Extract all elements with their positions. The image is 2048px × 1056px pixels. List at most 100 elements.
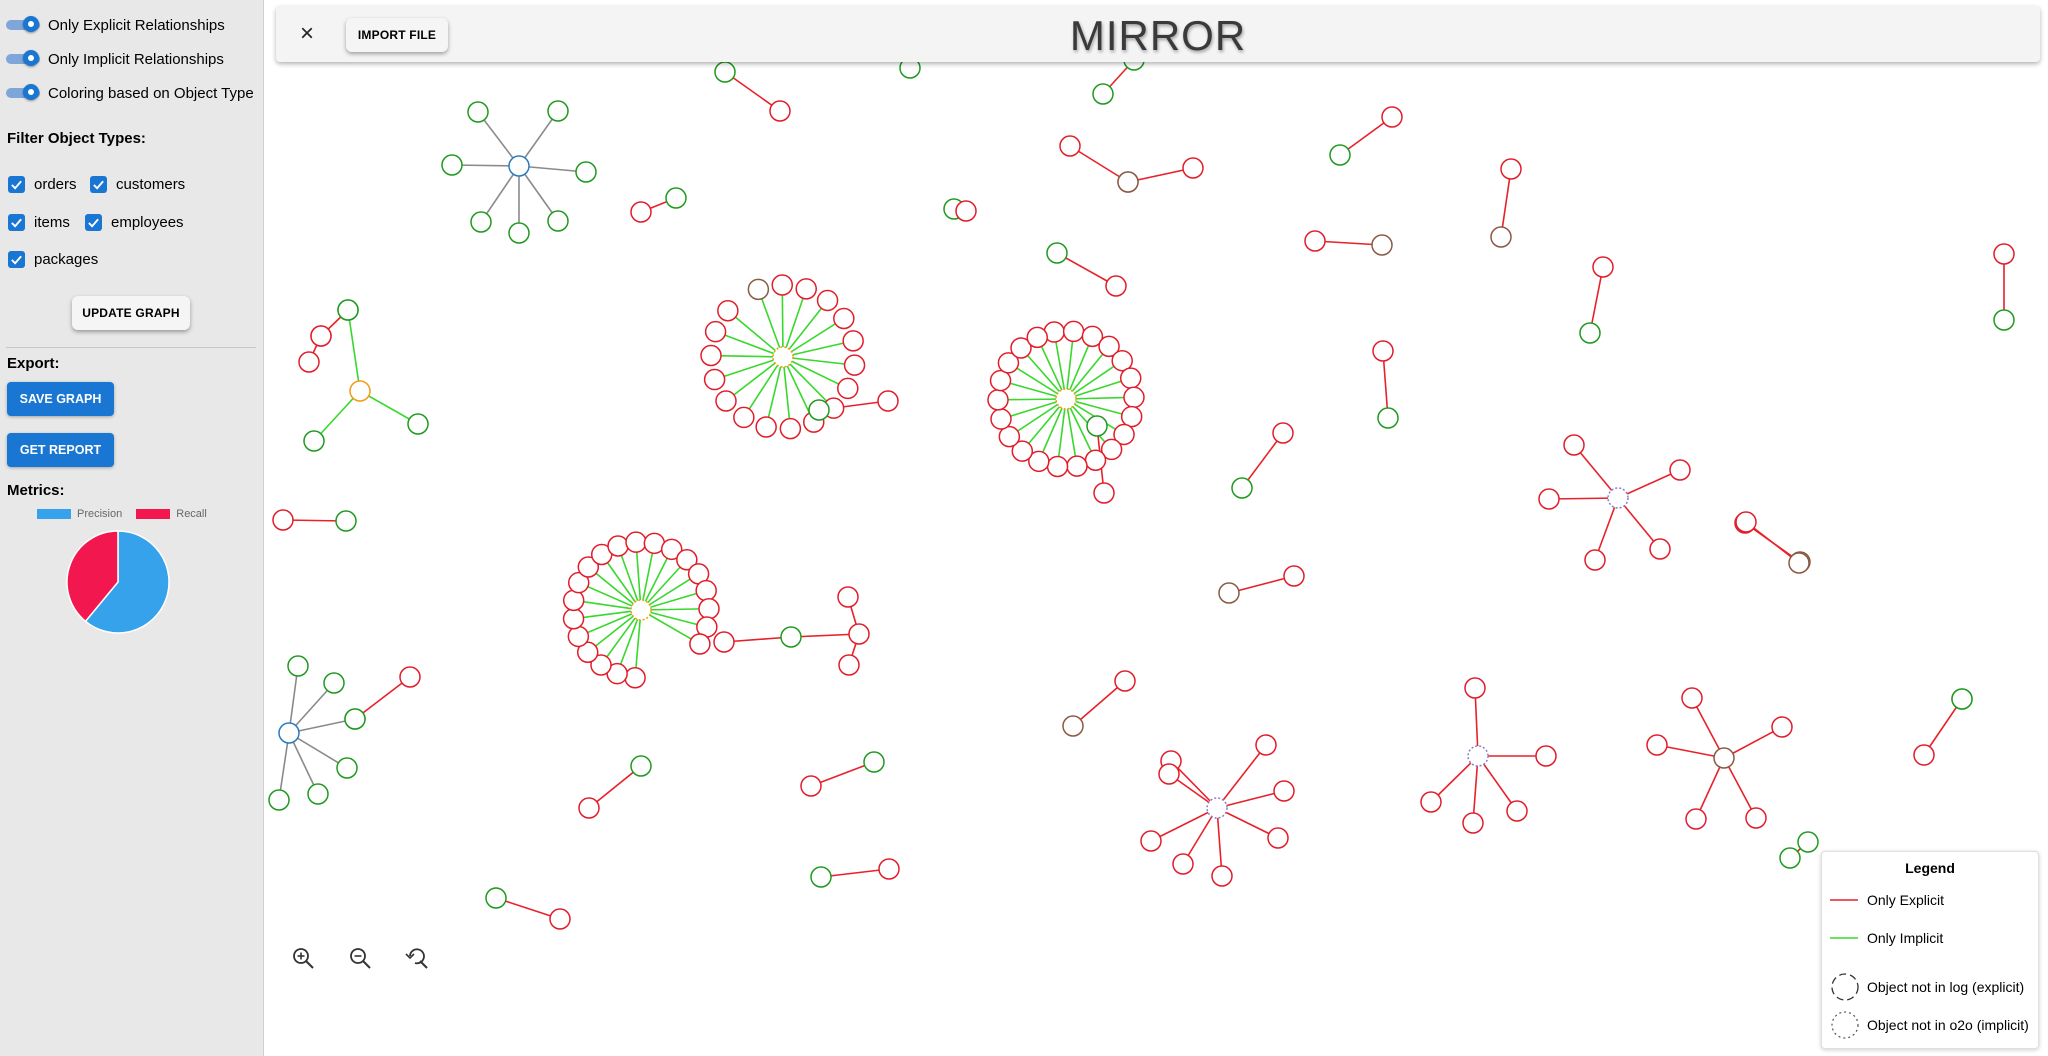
- graph-node[interactable]: [1098, 335, 1120, 358]
- graph-node[interactable]: [1100, 438, 1123, 461]
- graph-node[interactable]: [1114, 670, 1136, 692]
- graph-node[interactable]: [1119, 367, 1142, 389]
- graph-node[interactable]: [508, 222, 530, 244]
- graph-node[interactable]: [698, 598, 720, 620]
- graph-node[interactable]: [997, 352, 1020, 374]
- graph-node[interactable]: [1117, 171, 1139, 193]
- graph-node[interactable]: [337, 299, 359, 321]
- graph-node[interactable]: [607, 535, 629, 557]
- graph-node[interactable]: [700, 344, 722, 367]
- graph-node[interactable]: [1951, 688, 1973, 710]
- graph-node[interactable]: [714, 61, 736, 83]
- graph-node[interactable]: [843, 354, 866, 376]
- toggle-explicit[interactable]: Only Explicit Relationships: [6, 14, 225, 36]
- graph-node[interactable]: [1062, 715, 1084, 737]
- graph-node[interactable]: [1026, 326, 1049, 349]
- graph-node[interactable]: [349, 380, 371, 402]
- graph-node[interactable]: [547, 210, 569, 232]
- graph-node[interactable]: [590, 654, 612, 676]
- graph-node[interactable]: [1500, 158, 1522, 180]
- graph-node[interactable]: [1649, 538, 1671, 560]
- graph-node[interactable]: [1467, 745, 1489, 767]
- graph-node[interactable]: [837, 377, 859, 400]
- graph-node[interactable]: [1028, 450, 1050, 473]
- graph-node[interactable]: [1062, 320, 1085, 343]
- checkbox-employees[interactable]: employees: [85, 214, 184, 231]
- graph-node[interactable]: [769, 100, 791, 122]
- graph-node[interactable]: [747, 278, 770, 301]
- checkbox-checked-icon[interactable]: [8, 214, 25, 231]
- checkbox-orders[interactable]: orders: [8, 176, 77, 193]
- graph-node[interactable]: [755, 416, 777, 438]
- graph-node[interactable]: [863, 751, 885, 773]
- graph-node[interactable]: [1913, 744, 1935, 766]
- graph-node[interactable]: [1211, 865, 1233, 887]
- graph-node[interactable]: [1172, 853, 1194, 875]
- graph-node[interactable]: [1372, 340, 1394, 362]
- graph-node[interactable]: [1681, 687, 1703, 709]
- graph-node[interactable]: [562, 607, 585, 630]
- graph-node[interactable]: [303, 430, 325, 452]
- graph-node[interactable]: [1113, 423, 1135, 446]
- graph-node[interactable]: [837, 586, 859, 608]
- graph-node[interactable]: [1592, 256, 1614, 278]
- graph-node[interactable]: [772, 346, 794, 368]
- graph-node[interactable]: [562, 589, 585, 612]
- graph-node[interactable]: [268, 789, 290, 811]
- graph-node[interactable]: [1092, 83, 1114, 105]
- graph-node[interactable]: [630, 599, 652, 621]
- checkbox-checked-icon[interactable]: [85, 214, 102, 231]
- graph-node[interactable]: [630, 201, 652, 223]
- graph-node[interactable]: [665, 187, 687, 209]
- graph-node[interactable]: [779, 417, 802, 440]
- graph-node[interactable]: [1206, 797, 1228, 819]
- graph-node[interactable]: [441, 154, 463, 176]
- graph-node[interactable]: [576, 641, 599, 664]
- graph-node[interactable]: [577, 556, 600, 578]
- checkbox-checked-icon[interactable]: [90, 176, 107, 193]
- get-report-button[interactable]: GET REPORT: [7, 433, 114, 467]
- graph-node[interactable]: [1272, 422, 1294, 444]
- graph-node[interactable]: [1464, 677, 1486, 699]
- graph-node[interactable]: [575, 161, 597, 183]
- graph-node[interactable]: [717, 299, 739, 322]
- update-graph-button[interactable]: UPDATE GRAPH: [72, 296, 190, 330]
- reset-zoom-icon[interactable]: [404, 945, 432, 973]
- graph-node[interactable]: [336, 757, 358, 779]
- graph-node[interactable]: [1745, 807, 1767, 829]
- graph-node[interactable]: [1771, 716, 1793, 738]
- graph-node[interactable]: [624, 666, 646, 689]
- graph-node[interactable]: [1055, 388, 1077, 410]
- graph-node[interactable]: [878, 858, 900, 880]
- graph-node[interactable]: [808, 399, 830, 421]
- checkbox-checked-icon[interactable]: [8, 251, 25, 268]
- graph-node[interactable]: [310, 325, 332, 347]
- graph-node[interactable]: [1607, 487, 1629, 509]
- graph-node[interactable]: [703, 368, 726, 391]
- graph-node[interactable]: [695, 579, 717, 602]
- graph-node[interactable]: [1993, 309, 2015, 331]
- graph-node[interactable]: [1010, 337, 1032, 359]
- graph-node[interactable]: [713, 631, 735, 653]
- graph-node[interactable]: [298, 351, 320, 373]
- graph-node[interactable]: [987, 389, 1009, 411]
- graph-node[interactable]: [780, 626, 802, 648]
- graph-node[interactable]: [998, 425, 1021, 448]
- graph-node[interactable]: [1669, 459, 1691, 481]
- graph-node[interactable]: [470, 211, 492, 233]
- graph-node[interactable]: [1059, 135, 1081, 157]
- graph-node[interactable]: [485, 887, 507, 909]
- zoom-out-icon[interactable]: [347, 945, 375, 973]
- graph-node[interactable]: [578, 797, 600, 819]
- graph-node[interactable]: [1420, 791, 1442, 813]
- graph-node[interactable]: [1713, 747, 1735, 769]
- graph-node[interactable]: [278, 722, 300, 744]
- graph-node[interactable]: [567, 625, 590, 648]
- graph-node[interactable]: [1535, 745, 1557, 767]
- close-icon[interactable]: ×: [299, 20, 314, 47]
- graph-node[interactable]: [272, 509, 294, 531]
- graph-node[interactable]: [1086, 415, 1108, 437]
- graph-node[interactable]: [877, 390, 899, 412]
- graph-canvas[interactable]: [264, 0, 2048, 1056]
- graph-node[interactable]: [399, 666, 421, 688]
